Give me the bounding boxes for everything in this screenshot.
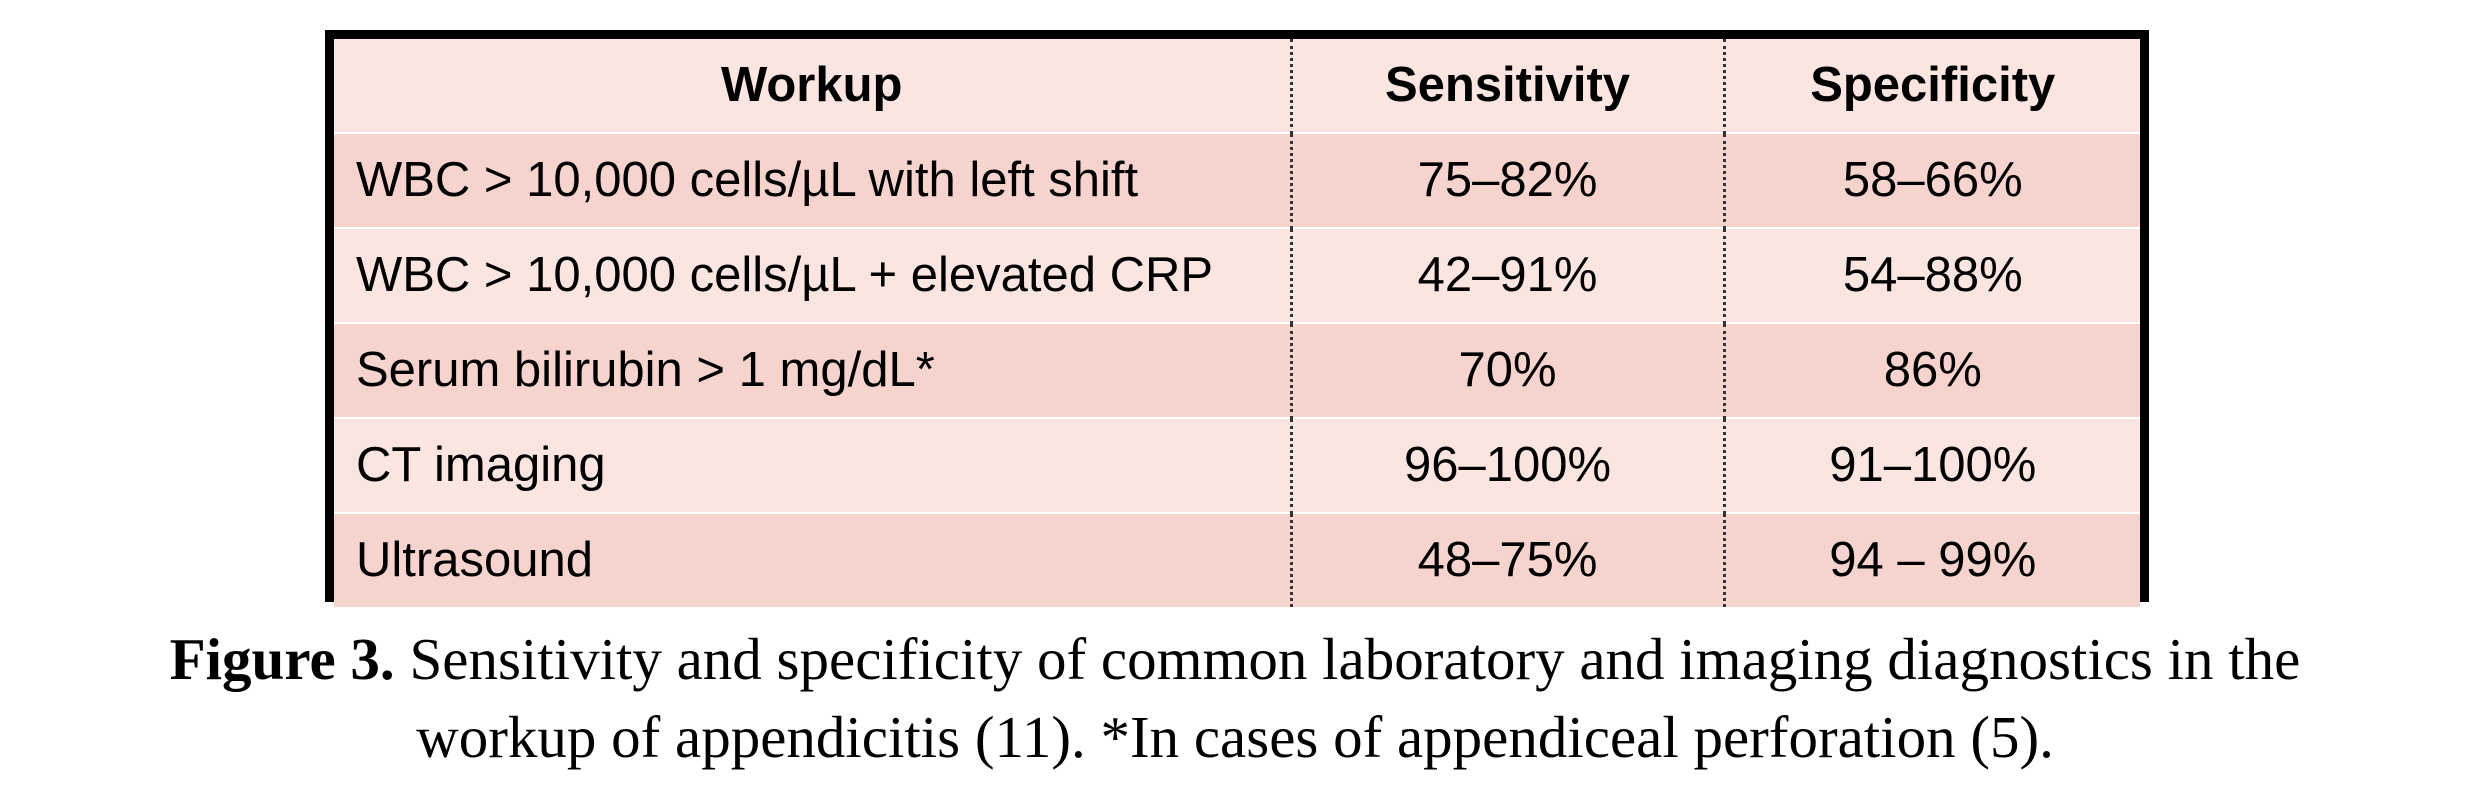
table-header-row: Workup Sensitivity Specificity — [334, 39, 2140, 134]
specificity-cell: 86% — [1722, 323, 2140, 419]
header-specificity: Specificity — [1722, 39, 2140, 134]
table-row: WBC > 10,000 cells/µL with left shift 75… — [334, 133, 2140, 229]
specificity-cell: 58–66% — [1722, 133, 2140, 229]
table-row: Ultrasound 48–75% 94 – 99% — [334, 513, 2140, 607]
specificity-cell: 94 – 99% — [1722, 513, 2140, 607]
sensitivity-cell: 42–91% — [1289, 228, 1724, 324]
header-workup: Workup — [334, 39, 1291, 134]
workup-cell: CT imaging — [334, 418, 1291, 514]
diagnostics-table-frame: Workup Sensitivity Specificity WBC > 10,… — [325, 30, 2149, 607]
sensitivity-cell: 70% — [1289, 323, 1724, 419]
caption-label: Figure 3. — [169, 626, 395, 692]
sensitivity-cell: 96–100% — [1289, 418, 1724, 514]
caption-text-1: Sensitivity and specificity of common la… — [409, 626, 2301, 692]
diagnostics-table: Workup Sensitivity Specificity WBC > 10,… — [334, 39, 2140, 607]
caption-line-1: Figure 3. Sensitivity and specificity of… — [0, 620, 2470, 698]
figure-caption: Figure 3. Sensitivity and specificity of… — [0, 620, 2470, 776]
specificity-cell: 54–88% — [1722, 228, 2140, 324]
workup-cell: Ultrasound — [334, 513, 1291, 607]
caption-line-2: workup of appendicitis (11). *In cases o… — [416, 704, 2054, 770]
specificity-cell: 91–100% — [1722, 418, 2140, 514]
workup-cell: WBC > 10,000 cells/µL with left shift — [334, 133, 1291, 229]
header-sensitivity: Sensitivity — [1289, 39, 1724, 134]
table-row: Serum bilirubin > 1 mg/dL* 70% 86% — [334, 323, 2140, 419]
workup-cell: Serum bilirubin > 1 mg/dL* — [334, 323, 1291, 419]
table-row: CT imaging 96–100% 91–100% — [334, 418, 2140, 514]
workup-cell: WBC > 10,000 cells/µL + elevated CRP — [334, 228, 1291, 324]
sensitivity-cell: 48–75% — [1289, 513, 1724, 607]
sensitivity-cell: 75–82% — [1289, 133, 1724, 229]
table-row: WBC > 10,000 cells/µL + elevated CRP 42–… — [334, 228, 2140, 324]
